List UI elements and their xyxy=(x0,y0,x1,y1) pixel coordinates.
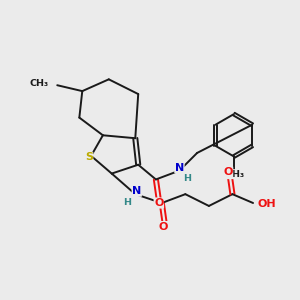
Text: H: H xyxy=(183,174,191,183)
Text: N: N xyxy=(175,163,184,173)
Text: CH₃: CH₃ xyxy=(226,169,245,178)
Text: CH₃: CH₃ xyxy=(29,79,48,88)
Text: O: O xyxy=(223,167,233,177)
Text: N: N xyxy=(132,186,141,196)
Text: S: S xyxy=(85,152,93,162)
Text: O: O xyxy=(154,198,164,208)
Text: O: O xyxy=(159,222,168,232)
Text: OH: OH xyxy=(257,200,276,209)
Text: H: H xyxy=(123,198,131,207)
